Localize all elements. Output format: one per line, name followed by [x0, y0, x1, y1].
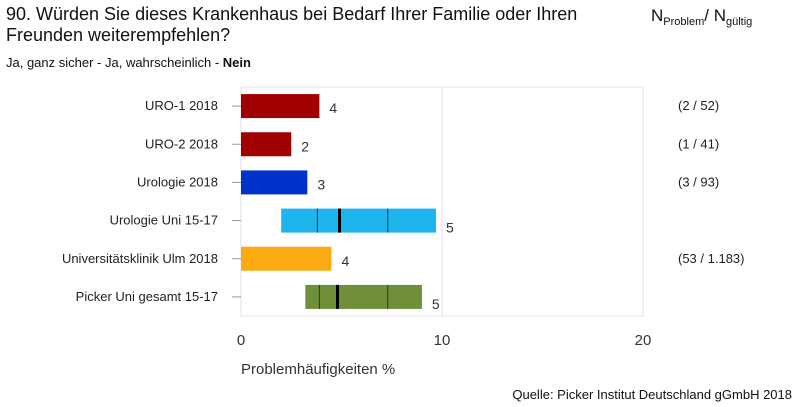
n-label-main: N [651, 6, 664, 25]
value-label: 3 [317, 176, 325, 192]
question-title: 90. Würden Sie dieses Krankenhaus bei Be… [6, 4, 578, 45]
value-label: 4 [329, 100, 337, 116]
n-label-separator: / N [704, 6, 726, 25]
answer-selected: Nein [222, 55, 251, 70]
category-label: URO-2 2018 [145, 136, 218, 151]
value-label: 4 [341, 253, 349, 269]
x-tick-label: 0 [237, 332, 245, 349]
x-tick-label: 10 [434, 332, 451, 349]
answer-options-text: Ja, ganz sicher - Ja, wahrscheinlich - [6, 55, 223, 70]
answer-options: Ja, ganz sicher - Ja, wahrscheinlich - N… [6, 55, 251, 70]
value-label: 2 [301, 138, 309, 154]
value-label: 5 [446, 220, 454, 236]
range-bar [305, 284, 422, 309]
category-label: URO-1 2018 [145, 98, 218, 113]
n-label-problem: Problem [663, 16, 705, 28]
x-axis-title: Problemhäufigkeiten % [241, 361, 395, 378]
category-label: Universitätsklinik Ulm 2018 [62, 251, 218, 266]
n-header: NProblem/ Ngültig [651, 6, 752, 28]
x-tick-label: 20 [635, 332, 652, 349]
category-label: Urologie 2018 [137, 174, 218, 189]
source-note: Quelle: Picker Institut Deutschland gGmb… [512, 387, 792, 402]
n-count-label: (1 / 41) [678, 136, 719, 151]
value-bar [241, 132, 292, 157]
value-label: 5 [432, 296, 440, 312]
category-label: Urologie Uni 15-17 [110, 213, 218, 228]
category-label: Picker Uni gesamt 15-17 [76, 289, 218, 304]
value-bar [241, 246, 332, 271]
n-count-label: (3 / 93) [678, 174, 719, 189]
n-label-valid: gültig [725, 16, 753, 28]
value-bar [241, 94, 320, 119]
n-count-label: (53 / 1.183) [678, 251, 745, 266]
n-count-label: (2 / 52) [678, 98, 719, 113]
range-bar [281, 208, 436, 233]
value-bar [241, 170, 308, 195]
